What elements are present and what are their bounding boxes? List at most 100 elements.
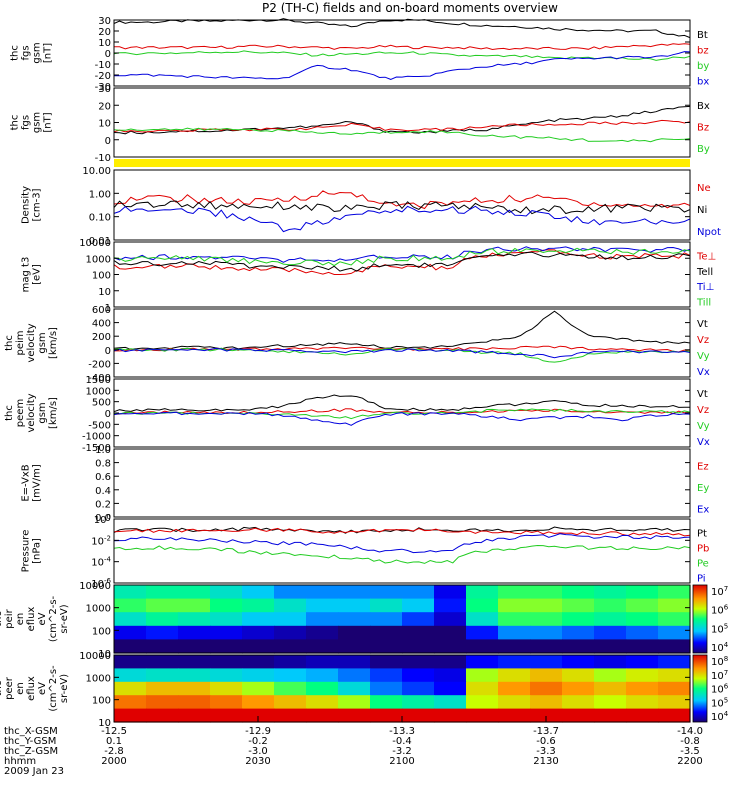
spectrogram-cell	[530, 668, 563, 683]
spectrogram-cell	[178, 625, 211, 640]
y-axis-label-line: Density	[21, 186, 32, 224]
spectrogram-cell	[498, 639, 531, 654]
spectrogram-cell	[658, 639, 691, 654]
spectrogram-cell	[658, 625, 691, 640]
y-axis-label-line: [nT]	[43, 112, 54, 132]
legend-Ne: Ne	[697, 183, 711, 194]
y-axis-label-line: en	[15, 613, 26, 626]
y-axis-label-line: (cm^2-s-	[48, 665, 59, 712]
series-line-Vx	[113, 411, 691, 426]
spectrogram-cell	[242, 585, 275, 600]
spectrogram-cell	[114, 668, 147, 683]
y-tick-label: 0.10	[89, 213, 111, 224]
legend-Pe: Pe	[697, 559, 709, 570]
spectrogram-cell	[338, 639, 371, 654]
spectrogram-cell	[402, 681, 435, 696]
spectrogram-cell	[658, 612, 691, 627]
spectrogram-cell	[402, 668, 435, 683]
spectrogram-cell	[466, 585, 499, 600]
spectrogram-cell	[338, 695, 371, 710]
y-axis-label: E=-VxB [mV/m]	[21, 464, 43, 502]
panel-peir-spectrogram: 107 106 105 104 10000 1000 100 10 thc peir en eflux…	[0, 581, 729, 660]
y-axis-label-line: thc	[4, 405, 15, 421]
y-axis-label-line: peim	[15, 330, 26, 355]
spectrogram-cell	[242, 681, 275, 696]
spectrogram-cell	[498, 625, 531, 640]
x-tick-label: 2200	[677, 756, 702, 767]
y-axis-label-line: eflux	[26, 676, 37, 701]
spectrogram-cell	[114, 612, 147, 627]
spectrogram-cell	[146, 639, 179, 654]
x-tick-label: -12.9	[245, 726, 271, 737]
y-tick-label: 1500	[86, 375, 111, 386]
spectrogram-cell	[178, 681, 211, 696]
panel-frame	[113, 518, 691, 584]
x-tick-label: -0.2	[248, 736, 268, 747]
series-line-Tell	[113, 251, 691, 272]
spectrogram-cell	[626, 639, 659, 654]
spectrogram-cell	[562, 668, 595, 683]
y-axis-label-line: gsm	[37, 332, 48, 353]
spectrogram-cell	[530, 639, 563, 654]
spectrogram-cell	[306, 708, 339, 723]
legend-Till: Till	[696, 297, 711, 308]
y-axis-label-line: peir	[4, 608, 15, 628]
spectrogram-cell	[210, 655, 243, 669]
y-tick-label: 10	[98, 718, 111, 729]
x-axis-row-label: thc_X-GSM	[4, 726, 58, 737]
spectrogram-cell	[146, 681, 179, 696]
legend-by: by	[697, 61, 709, 72]
spectrogram-cell	[146, 598, 179, 613]
spectrogram-cell	[146, 708, 179, 723]
legend-By: By	[697, 144, 710, 155]
spectrogram-cell	[178, 695, 211, 710]
y-axis-label-line: en	[15, 682, 26, 695]
spectrogram-cell	[242, 612, 275, 627]
spectrogram-cell	[338, 612, 371, 627]
x-tick-label: -0.8	[680, 736, 700, 747]
y-axis-label-line: fgs	[21, 115, 32, 130]
panel-density: Ne Ni Npot 10.00 1.00 0.10 0.01 Density [cm-3]	[21, 166, 721, 247]
spectrogram-cell	[146, 612, 179, 627]
y-tick-label: 10	[98, 119, 111, 130]
y-tick-label: 0	[105, 136, 111, 147]
spectrogram-cell	[498, 708, 531, 723]
series-line-Pi	[113, 533, 691, 554]
spectrogram-cell	[370, 655, 403, 669]
y-tick-label: 0	[105, 49, 111, 60]
legend-Vy: Vy	[697, 351, 710, 362]
spectrogram-cell	[658, 668, 691, 683]
y-tick-label: 10.00	[82, 166, 111, 177]
panel-frame	[113, 169, 691, 241]
y-tick-label: 1000	[86, 386, 111, 397]
y-axis-label-line: thc	[0, 611, 4, 627]
series-line-Ti⊥	[113, 246, 691, 263]
y-tick-label: 0.4	[95, 486, 111, 497]
x-tick-label: -0.6	[536, 736, 556, 747]
spectrogram-cell	[466, 625, 499, 640]
spectrogram-cell	[498, 655, 531, 669]
panel-frame	[113, 308, 691, 378]
spectrogram-cell	[242, 668, 275, 683]
y-tick-label: -30	[95, 82, 111, 93]
legend-Pi: Pi	[697, 574, 706, 585]
spectrogram-cell	[338, 708, 371, 723]
y-tick-label: 0.0	[95, 513, 111, 524]
y-tick-label: 500	[92, 398, 111, 409]
y-tick-label: 1	[105, 303, 111, 314]
y-tick-label: 20	[98, 27, 111, 38]
spectrogram-cell	[306, 681, 339, 696]
series-line-Ne	[113, 190, 691, 210]
spectrogram-cell	[658, 585, 691, 600]
y-axis-label: thc peir en eflux eV (cm^2-s-sr-eV)	[0, 595, 70, 642]
series-line-Vt	[113, 394, 690, 413]
spectrogram-cell	[274, 625, 307, 640]
spectrogram-cell	[530, 695, 563, 710]
spectrogram-cell	[466, 708, 499, 723]
y-axis-label-line: eV	[37, 682, 48, 695]
x-tick-label: 2030	[245, 756, 270, 767]
spectrogram-cell	[338, 681, 371, 696]
y-tick-label: 0	[105, 409, 111, 420]
colorbar-tick-label: 108	[711, 655, 728, 668]
legend-bz: bz	[697, 45, 709, 56]
